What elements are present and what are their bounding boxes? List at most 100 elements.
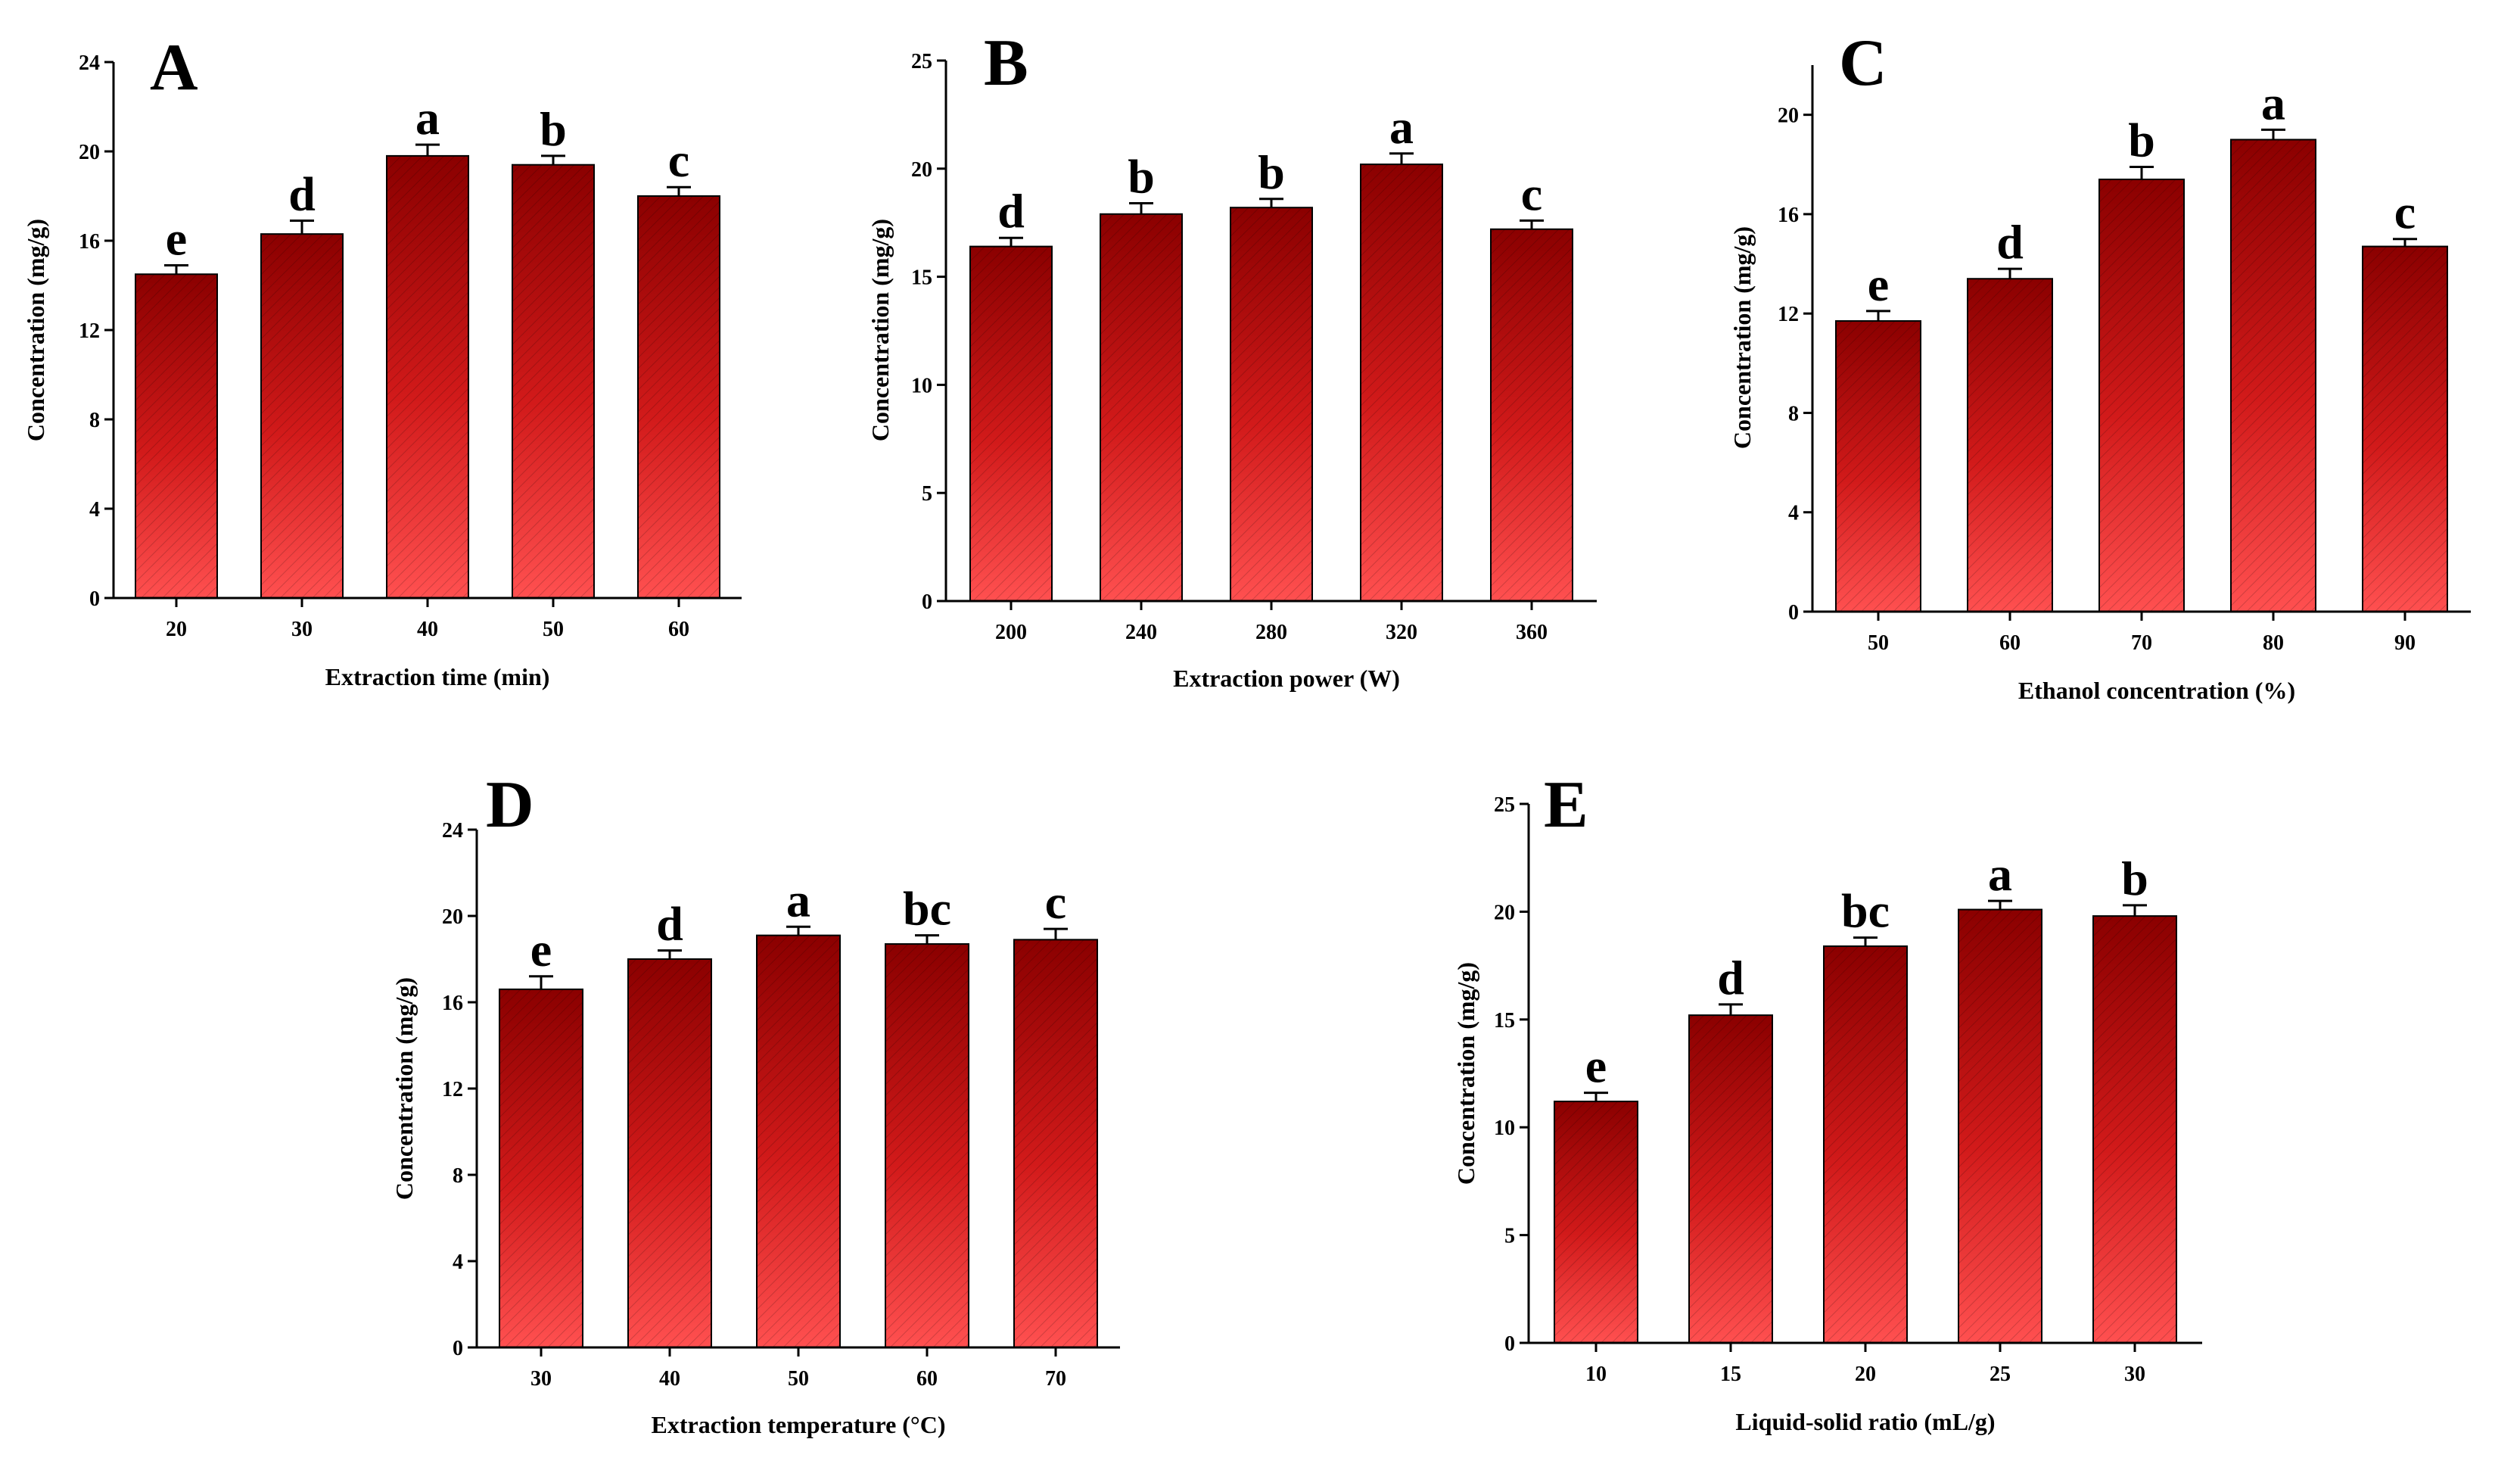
y-tick-label-a-0: 0 (89, 587, 100, 611)
x-tick-label-c-2: 70 (2131, 631, 2152, 655)
y-axis-title-c: Concentration (mg/g) (1728, 226, 1756, 449)
x-ticks-a: 20 30 40 50 60 (166, 598, 689, 641)
significance-label-b-2: b (1258, 145, 1285, 199)
y-ticks-e: 0 5 10 15 20 25 (1494, 793, 1529, 1356)
x-tick-label-a-0: 20 (166, 618, 187, 641)
x-tick-label-d-2: 50 (788, 1367, 809, 1391)
bar-hatch-b-3 (1361, 164, 1442, 601)
significance-label-d-4: c (1045, 875, 1066, 929)
x-tick-label-e-0: 10 (1585, 1363, 1607, 1386)
y-axis-title-b: Concentration (mg/g) (866, 219, 894, 441)
y-tick-label-c-0: 0 (1788, 601, 1799, 625)
bar-hatch-d-2 (757, 935, 840, 1347)
significance-label-d-1: d (656, 897, 683, 951)
significance-label-c-3: a (2261, 76, 2285, 129)
bars-a: e d a b c (135, 91, 720, 599)
x-tick-label-d-3: 60 (916, 1367, 938, 1391)
y-ticks-d: 0 4 8 12 16 20 24 (442, 819, 477, 1360)
significance-label-d-3: bc (903, 882, 951, 936)
bar-hatch-a-0 (135, 274, 217, 598)
y-tick-label-e-1: 5 (1504, 1225, 1515, 1248)
significance-label-c-0: e (1868, 257, 1889, 311)
y-tick-label-a-5: 20 (79, 141, 100, 164)
x-tick-label-d-1: 40 (659, 1367, 680, 1391)
panel-b: B d b b a c 0 5 10 15 20 25 200 240 280 320 360 Extra… (866, 26, 1597, 692)
y-tick-label-a-3: 12 (79, 319, 100, 343)
bars-c: e d b a c (1835, 76, 2448, 613)
bar-hatch-b-2 (1230, 207, 1312, 601)
y-ticks-a: 0 4 8 12 16 20 24 (79, 51, 114, 611)
bar-hatch-b-4 (1491, 229, 1573, 601)
bar-hatch-d-4 (1014, 939, 1097, 1347)
significance-label-e-4: b (2121, 852, 2148, 905)
bar-hatch-c-4 (2363, 246, 2447, 612)
y-tick-label-d-2: 8 (453, 1164, 463, 1188)
significance-label-c-1: d (1996, 215, 2024, 269)
y-ticks-c: 0 4 8 12 16 20 (1778, 104, 1812, 625)
significance-label-e-1: d (1717, 951, 1744, 1005)
bar-hatch-d-1 (628, 959, 711, 1347)
bar-hatch-a-3 (512, 164, 594, 598)
x-tick-label-e-4: 30 (2124, 1363, 2145, 1386)
y-tick-label-e-5: 25 (1494, 793, 1515, 817)
y-tick-label-a-1: 4 (89, 498, 100, 522)
x-ticks-e: 10 15 20 25 30 (1585, 1343, 2145, 1386)
significance-label-b-4: c (1521, 167, 1542, 220)
y-tick-label-a-6: 24 (79, 51, 100, 75)
x-tick-label-b-3: 320 (1386, 621, 1417, 644)
significance-label-d-0: e (530, 923, 552, 977)
y-axis-title-a: Concentration (mg/g) (22, 219, 49, 441)
x-tick-label-c-4: 90 (2394, 631, 2416, 655)
panel-label-b: B (984, 26, 1028, 100)
x-tick-label-c-3: 80 (2263, 631, 2284, 655)
x-tick-label-e-1: 15 (1720, 1363, 1741, 1386)
y-tick-label-d-1: 4 (453, 1251, 463, 1274)
x-tick-label-c-1: 60 (1999, 631, 2021, 655)
x-axis-title-c: Ethanol concentration (%) (2018, 677, 2295, 704)
y-tick-label-b-0: 0 (922, 590, 932, 614)
x-tick-label-a-3: 50 (543, 618, 564, 641)
x-tick-label-a-1: 30 (291, 618, 313, 641)
bars-b: d b b a c (969, 100, 1573, 602)
bar-hatch-a-4 (638, 196, 720, 598)
x-tick-label-b-1: 240 (1125, 621, 1157, 644)
bar-hatch-c-2 (2099, 179, 2184, 612)
panel-c: C e d b a c 0 4 8 12 16 20 50 60 70 80 90 Ethanol con… (1728, 26, 2471, 704)
bars-d: e d a bc c (499, 873, 1098, 1349)
y-tick-label-d-0: 0 (453, 1337, 463, 1360)
y-tick-label-b-2: 10 (911, 374, 932, 397)
bar-hatch-d-3 (885, 944, 969, 1347)
x-ticks-b: 200 240 280 320 360 (995, 601, 1548, 644)
x-tick-label-e-3: 25 (1990, 1363, 2011, 1386)
significance-label-e-2: bc (1841, 884, 1890, 938)
significance-label-b-1: b (1128, 149, 1155, 203)
significance-label-a-0: e (166, 211, 187, 265)
x-tick-label-c-0: 50 (1868, 631, 1889, 655)
y-tick-label-a-4: 16 (79, 230, 100, 254)
x-axis-title-a: Extraction time (min) (325, 663, 550, 690)
bar-hatch-e-1 (1689, 1015, 1772, 1343)
bar-hatch-d-0 (499, 989, 583, 1347)
y-tick-label-d-3: 12 (442, 1078, 463, 1101)
y-tick-label-c-5: 20 (1778, 104, 1799, 128)
significance-label-a-2: a (415, 91, 440, 145)
y-ticks-b: 0 5 10 15 20 25 (911, 50, 946, 614)
bar-hatch-c-1 (1968, 279, 2052, 612)
panel-d: D e d a bc c 0 4 8 12 16 20 24 30 40 50 60 70 Extracti… (390, 768, 1120, 1438)
panel-label-e: E (1544, 768, 1588, 842)
bar-hatch-b-1 (1100, 213, 1182, 601)
y-tick-label-e-0: 0 (1504, 1332, 1515, 1356)
x-ticks-d: 30 40 50 60 70 (530, 1347, 1066, 1391)
bar-hatch-c-0 (1836, 321, 1921, 612)
bar-hatch-e-4 (2093, 916, 2176, 1343)
bars-e: e d bc a b (1554, 847, 2177, 1344)
bar-hatch-e-3 (1958, 909, 2042, 1343)
panel-label-c: C (1839, 26, 1887, 100)
significance-label-b-3: a (1389, 100, 1414, 154)
x-tick-label-b-2: 280 (1255, 621, 1287, 644)
y-tick-label-b-3: 15 (911, 266, 932, 290)
significance-label-c-4: c (2394, 185, 2416, 239)
panel-label-a: A (150, 31, 198, 104)
y-tick-label-e-4: 20 (1494, 901, 1515, 924)
bar-hatch-b-0 (970, 246, 1052, 601)
